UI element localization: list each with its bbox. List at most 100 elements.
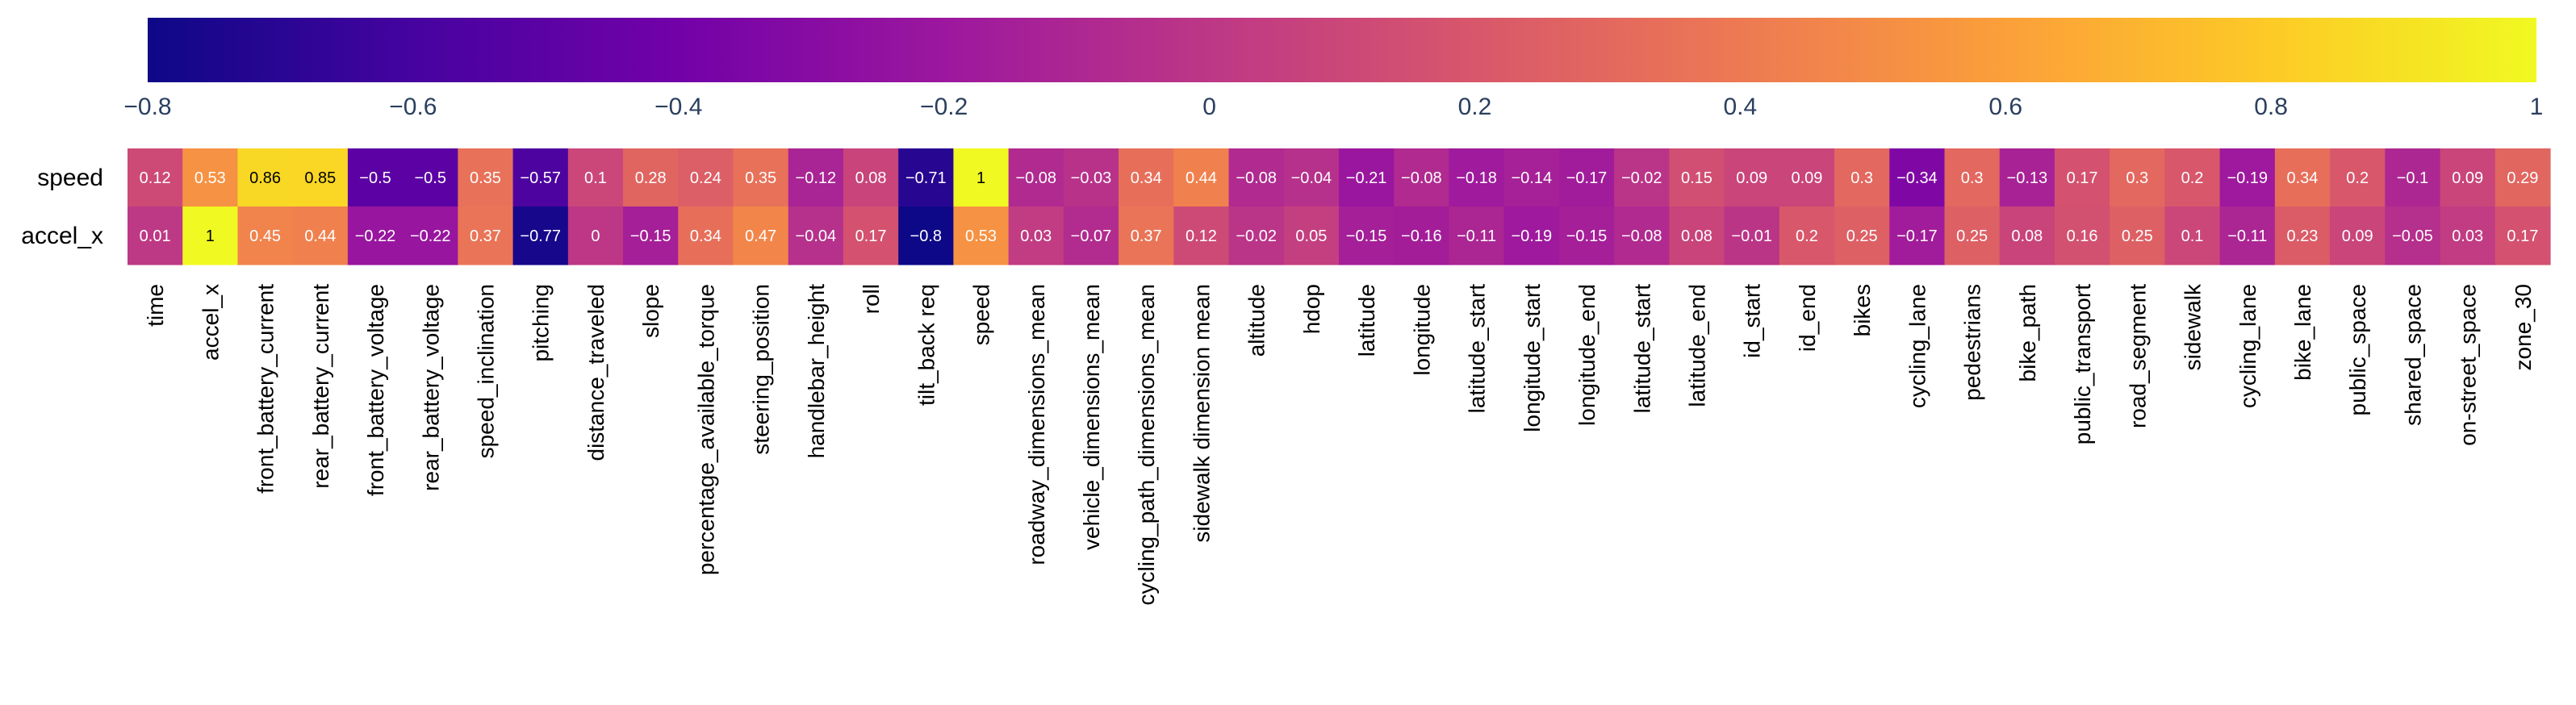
heatmap-cell-label: 0.25 (1846, 227, 1878, 245)
heatmap-cell (1614, 206, 1670, 265)
heatmap-cell-label: 0.25 (1956, 227, 1988, 245)
heatmap-cell-label: −0.15 (1346, 227, 1387, 245)
heatmap-cell (678, 206, 734, 265)
colorbar-tick-label: 1 (2530, 94, 2544, 120)
column-label: zone_30 (2511, 284, 2536, 370)
heatmap-cell (237, 148, 294, 207)
column-label: latitude_start (1465, 284, 1490, 414)
heatmap-cell (898, 148, 955, 207)
column-label: vehicle_dimensions_mean (1079, 284, 1104, 550)
heatmap-cell-label: 0.17 (2067, 169, 2098, 187)
column-label: hdop (1299, 284, 1324, 334)
heatmap-cell (1614, 148, 1670, 207)
heatmap-cell (1063, 148, 1119, 207)
heatmap-cell (2440, 148, 2496, 207)
column-label: longitude_start (1520, 284, 1545, 432)
heatmap-cell-label: −0.01 (1731, 227, 1772, 245)
row-labels: speed accel_x (21, 165, 103, 249)
heatmap-cell-label: 0.08 (855, 169, 887, 187)
heatmap-cell-label: 0.09 (2452, 169, 2483, 187)
heatmap-cell-label: −0.02 (1236, 227, 1277, 245)
column-label: slope (638, 284, 663, 338)
column-label: bike_path (2015, 284, 2040, 382)
heatmap-cell (2494, 206, 2551, 265)
heatmap-cell-label: −0.71 (905, 169, 947, 187)
heatmap-cell (843, 206, 899, 265)
heatmap-cell-label: 0.2 (1796, 227, 1818, 245)
heatmap-cell-label: 0.08 (2011, 227, 2043, 245)
column-label: accel_x (198, 284, 223, 361)
column-label: sidewalk dimension mean (1189, 284, 1214, 543)
colorbar-tick-label: −0.8 (123, 94, 171, 120)
heatmap-cell-label: −0.08 (1236, 169, 1277, 187)
heatmap-cell-label: −0.77 (520, 227, 561, 245)
heatmap-cell (292, 206, 349, 265)
heatmap-cell-label: 0.85 (304, 169, 336, 187)
heatmap-cell-label: 0.12 (1186, 227, 1217, 245)
column-label: cycling_lane (1905, 284, 1930, 408)
heatmap-cell (1558, 206, 1615, 265)
heatmap-cell-label: 0.45 (249, 227, 281, 245)
column-label: speed (969, 284, 994, 345)
heatmap-cell (2110, 148, 2166, 207)
heatmap-cell-label: −0.5 (415, 169, 446, 187)
heatmap-cell-label: 0.2 (2346, 169, 2369, 187)
heatmap-cell (2330, 148, 2386, 207)
column-label: road_segment (2125, 284, 2150, 428)
heatmap-cell (347, 206, 404, 265)
column-label: cycling_lane (2235, 284, 2260, 408)
heatmap-cell-label: 0.03 (2452, 227, 2483, 245)
column-label: rear_battery_current (308, 284, 333, 489)
heatmap-cell-label: 0.3 (1961, 169, 1984, 187)
heatmap-cell-label: 0.15 (1681, 169, 1712, 187)
heatmap-cell (347, 148, 404, 207)
heatmap-cell (733, 206, 789, 265)
heatmap-cell (182, 148, 239, 207)
heatmap-cell (1889, 206, 1946, 265)
heatmap-cell-label: 0.35 (745, 169, 776, 187)
heatmap-cell (292, 148, 349, 207)
row-label: accel_x (21, 223, 103, 249)
heatmap-cell-label: −0.13 (2007, 169, 2048, 187)
heatmap-cell-label: −0.15 (1566, 227, 1608, 245)
heatmap-cell (1779, 206, 1835, 265)
heatmap-cell (2219, 148, 2276, 207)
column-label: sidewalk (2181, 283, 2206, 370)
heatmap-cell-label: −0.07 (1071, 227, 1112, 245)
heatmap-cell-label: −0.22 (410, 227, 451, 245)
heatmap-cell (1724, 206, 1780, 265)
heatmap-cell-label: 0.16 (2067, 227, 2098, 245)
column-label: rear_battery_voltage (418, 284, 443, 491)
colorbar-tick-label: 0.6 (1988, 94, 2022, 120)
heatmap-cell-label: 0.34 (690, 227, 721, 245)
heatmap-cell-label: 0.08 (1681, 227, 1712, 245)
heatmap-cell (843, 148, 899, 207)
column-label: cycling_path_dimensions_mean (1134, 284, 1159, 605)
column-label: time (143, 284, 168, 327)
column-label: altitude (1244, 284, 1269, 357)
heatmap-cell-label: 0.35 (470, 169, 501, 187)
heatmap-cell (1394, 148, 1450, 207)
heatmap-cell-label: 0.09 (2342, 227, 2373, 245)
heatmap-cell (1449, 206, 1505, 265)
column-label: public_space (2345, 284, 2370, 415)
heatmap-cell (1779, 148, 1835, 207)
column-label: pitching (529, 284, 554, 362)
heatmap-cell (512, 148, 569, 207)
heatmap-cell (953, 148, 1010, 207)
heatmap-cell-label: −0.08 (1401, 169, 1442, 187)
heatmap-cell (1283, 206, 1340, 265)
heatmap-cell (1173, 206, 1230, 265)
heatmap-cell-label: −0.16 (1401, 227, 1442, 245)
heatmap-cell (1394, 206, 1450, 265)
heatmap-cell-label: 0.24 (690, 169, 721, 187)
column-label: front_battery_current (253, 284, 278, 494)
column-label: public_transport (2070, 284, 2095, 444)
heatmap-cell (403, 148, 458, 207)
colorbar-ticks: −0.8 −0.6 −0.4 −0.2 0 0.2 0.4 0.6 0.8 1 (123, 94, 2543, 120)
colorbar-tick-label: −0.4 (654, 94, 702, 120)
heatmap-cell (1228, 148, 1285, 207)
heatmap-cell (1889, 148, 1946, 207)
heatmap-cell (128, 206, 183, 265)
column-label: tilt_back req (914, 284, 939, 406)
